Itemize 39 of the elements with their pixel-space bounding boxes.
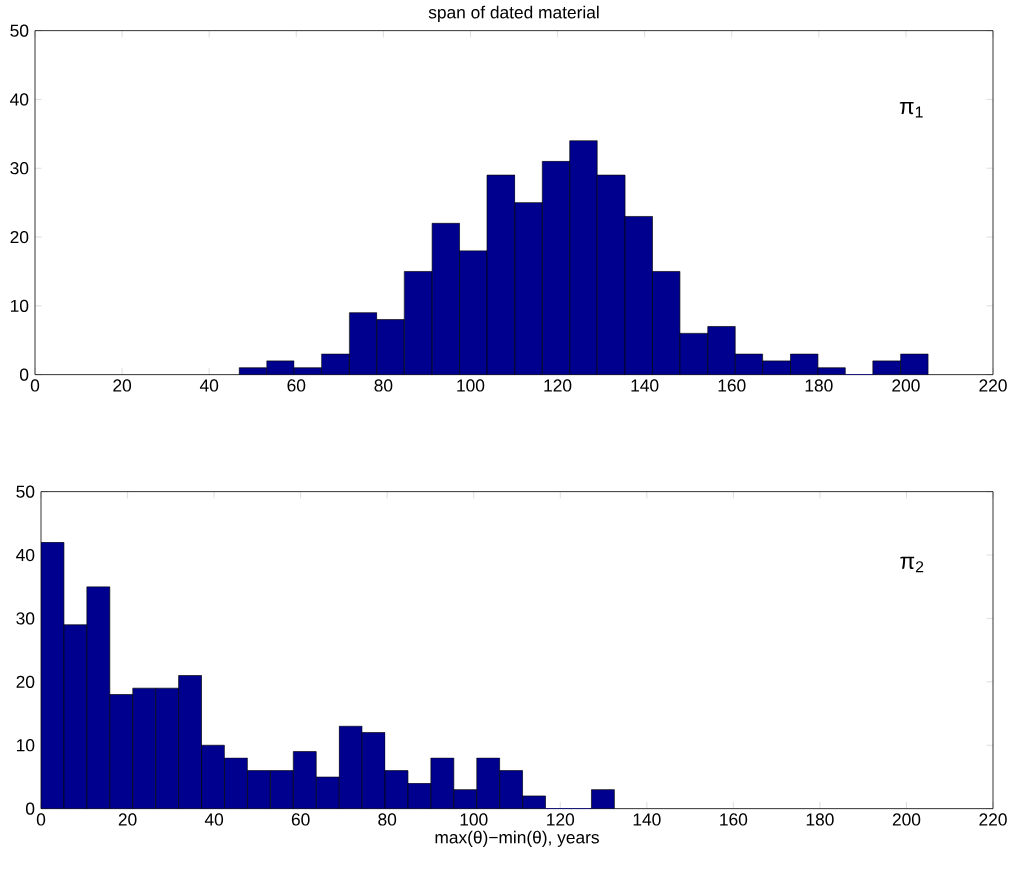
x-tick-label: 160: [718, 379, 746, 392]
x-tick-label: 20: [118, 813, 137, 826]
x-tick-label: 20: [113, 379, 132, 392]
y-tick-label: 50: [10, 24, 29, 37]
y-tick-label: 30: [16, 612, 35, 625]
x-tick-label: 200: [892, 813, 921, 826]
x-axis-title: max(θ)−min(θ), years: [435, 830, 599, 848]
x-tick-label: 220: [979, 379, 1007, 392]
x-tick-label: 140: [633, 813, 661, 826]
x-tick-label: 60: [287, 379, 306, 392]
y-tick-label: 50: [16, 485, 35, 498]
annotation: π$_{1}$: [899, 102, 923, 118]
y-tick-label: 40: [16, 549, 35, 562]
x-tick-label: 40: [204, 813, 224, 826]
y-tick-label: 0: [19, 368, 29, 381]
x-tick-label: 100: [457, 379, 485, 392]
x-tick-label: 160: [720, 813, 748, 826]
x-tick-label: 120: [544, 379, 572, 392]
x-tick-label: 140: [631, 379, 659, 392]
y-tick-label: 20: [10, 231, 29, 244]
y-tick-label: 40: [10, 93, 29, 106]
y-tick-label: 30: [10, 162, 29, 175]
x-tick-label: 220: [979, 813, 1007, 826]
x-tick-label: 120: [547, 813, 575, 826]
y-tick-label: 0: [25, 802, 35, 815]
y-tick-label: 10: [11, 299, 29, 313]
y-tick-label: 10: [17, 739, 35, 752]
x-tick-label: 180: [805, 379, 833, 392]
x-tick-label: 100: [460, 813, 488, 826]
x-tick-label: 40: [199, 379, 219, 392]
annotation: π$_{2}$: [900, 557, 924, 573]
x-tick-label: 60: [291, 813, 310, 826]
x-tick-label: 180: [806, 813, 834, 826]
y-tick-label: 20: [16, 675, 35, 689]
x-tick-label: 80: [374, 379, 393, 392]
x-tick-label: 0: [36, 813, 46, 826]
x-tick-label: 200: [892, 379, 920, 392]
x-tick-label: 80: [378, 813, 397, 826]
chart-title: span of dated material: [428, 5, 599, 23]
